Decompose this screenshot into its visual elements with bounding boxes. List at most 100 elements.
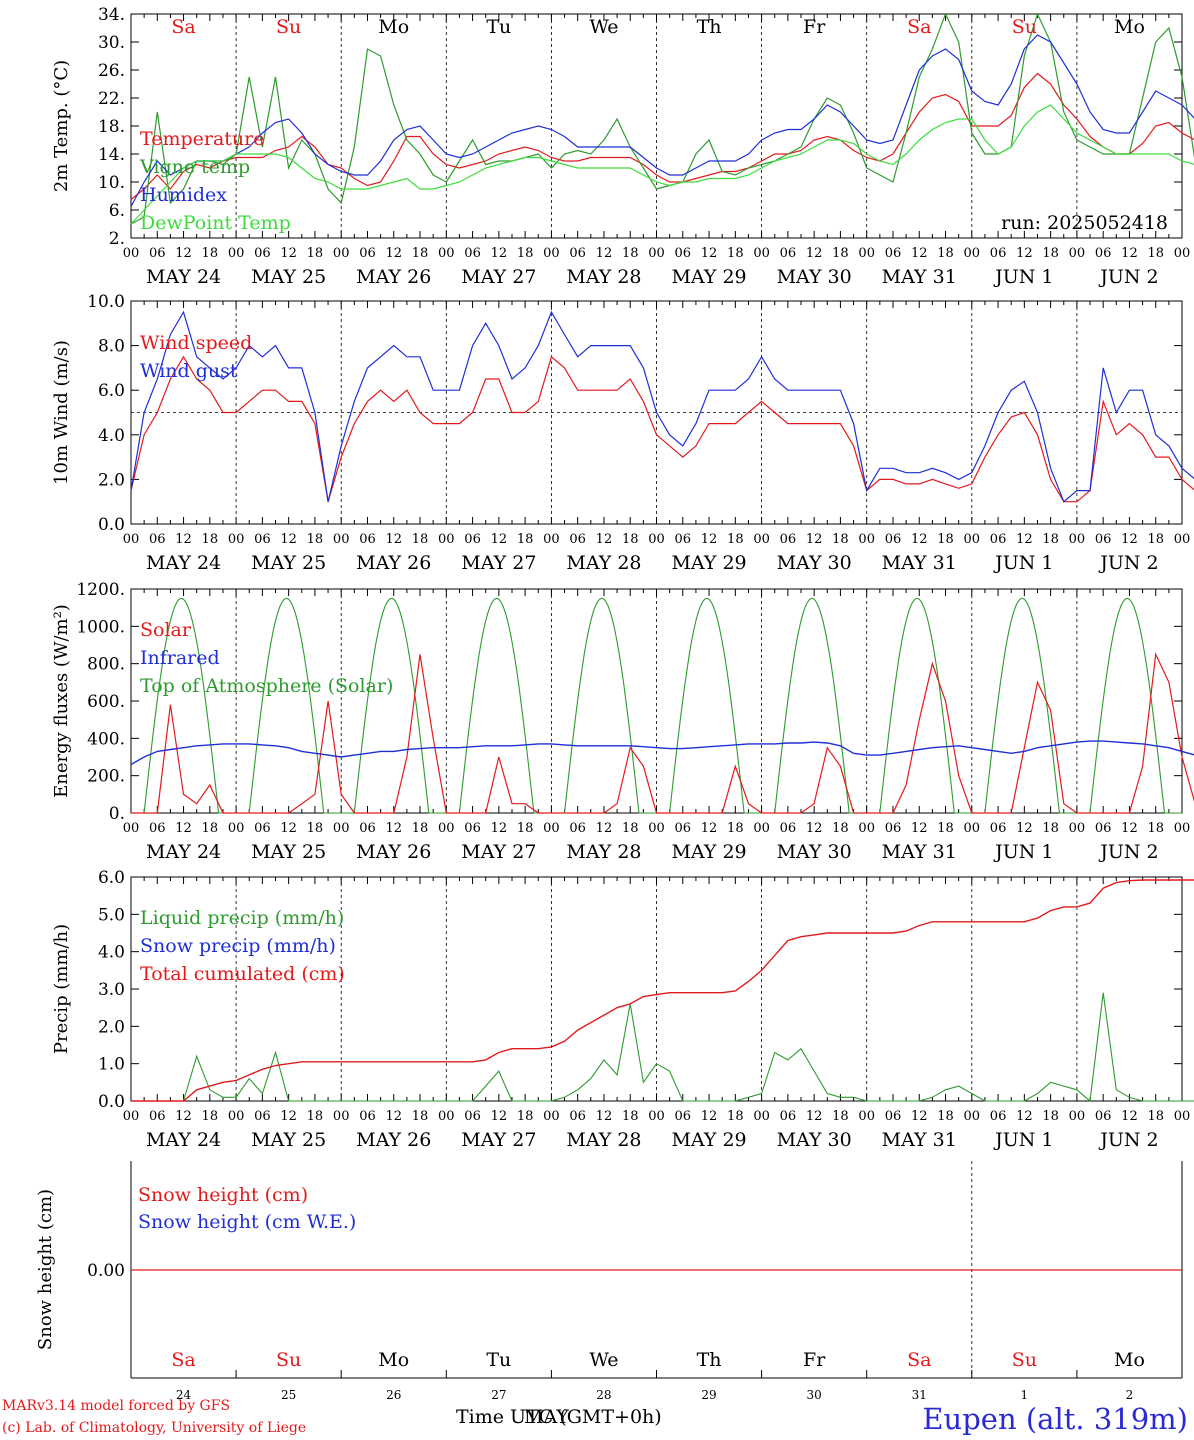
model-credit-line2: (c) Lab. of Climatology, University of L… — [2, 1420, 307, 1436]
x-date-label: MAY 26 — [356, 841, 431, 863]
x-hour-tick-label: 18 — [1147, 821, 1164, 836]
x-hour-tick-label: 00 — [648, 532, 665, 547]
x-hour-tick-label: 12 — [280, 1109, 297, 1124]
x-hour-tick-label: 00 — [1069, 821, 1086, 836]
wind-speed-line — [130, 355, 1194, 503]
legend-entry: Humidex — [140, 184, 227, 206]
x-hour-tick-label: 18 — [202, 246, 219, 261]
x-date-label: JUN 2 — [1098, 1129, 1158, 1151]
day-number-label: 25 — [281, 1388, 296, 1402]
x-hour-tick-label: 06 — [254, 246, 271, 261]
x-date-label: MAY 25 — [251, 1129, 326, 1151]
y-tick-label: 34. — [98, 5, 125, 25]
x-hour-tick-label: 18 — [727, 1109, 744, 1124]
x-hour-tick-label: 00 — [964, 532, 981, 547]
y-tick-label: 5.0 — [98, 905, 125, 925]
x-hour-tick-label: 18 — [307, 532, 324, 547]
y-tick-label: 6.0 — [98, 868, 125, 888]
x-hour-tick-label: 06 — [254, 821, 271, 836]
x-hour-tick-label: 12 — [1121, 1109, 1138, 1124]
x-hour-tick-label: 06 — [780, 532, 797, 547]
y-tick-label: 2.0 — [98, 1017, 125, 1037]
weekday-label: We — [589, 1349, 618, 1371]
x-hour-tick-label: 06 — [359, 821, 376, 836]
time-axis-label: Time UTC (GMT+0h) — [456, 1406, 662, 1428]
legend-entry: Total cumulated (cm) — [140, 963, 345, 985]
weekday-label: Th — [697, 16, 722, 38]
x-hour-tick-label: 18 — [517, 1109, 534, 1124]
x-date-label: MAY 29 — [671, 266, 746, 288]
x-date-label: MAY 27 — [461, 266, 536, 288]
y-tick-label: 3.0 — [98, 980, 125, 1000]
x-date-label: MAY 25 — [251, 841, 326, 863]
x-date-label: MAY 28 — [566, 1129, 641, 1151]
weekday-label: Mo — [378, 1349, 409, 1371]
y-tick-label: 0. — [109, 804, 125, 824]
y-tick-label: 6.0 — [98, 381, 125, 401]
day-number-label: 27 — [491, 1388, 506, 1402]
x-hour-tick-label: 18 — [832, 1109, 849, 1124]
y-axis-label: Energy fluxes (W/m²) — [51, 604, 72, 798]
x-hour-tick-label: 06 — [780, 1109, 797, 1124]
weekday-label: Tu — [486, 1349, 511, 1371]
x-hour-tick-label: 00 — [438, 821, 455, 836]
x-hour-tick-label: 06 — [780, 821, 797, 836]
x-date-label: MAY 26 — [356, 1129, 431, 1151]
y-tick-label: 10. — [98, 173, 125, 193]
x-hour-tick-label: 12 — [1016, 532, 1033, 547]
x-hour-tick-label: 00 — [964, 1109, 981, 1124]
x-hour-tick-label: 00 — [123, 532, 140, 547]
x-hour-tick-label: 12 — [1016, 1109, 1033, 1124]
x-hour-tick-label: 18 — [622, 821, 639, 836]
x-hour-tick-label: 18 — [832, 246, 849, 261]
weekday-label: Sa — [171, 1349, 195, 1371]
x-hour-tick-label: 00 — [1069, 246, 1086, 261]
y-axis-label: Snow height (cm) — [35, 1189, 56, 1350]
x-date-label: MAY 31 — [882, 552, 957, 574]
x-hour-tick-label: 12 — [1016, 246, 1033, 261]
x-date-label: JUN 1 — [993, 841, 1053, 863]
x-hour-tick-label: 12 — [911, 821, 928, 836]
y-tick-label: 400. — [87, 729, 125, 749]
x-hour-tick-label: 00 — [438, 246, 455, 261]
x-hour-tick-label: 12 — [491, 532, 508, 547]
x-hour-tick-label: 18 — [202, 821, 219, 836]
top-of-atmosphere-solar-line — [866, 597, 972, 814]
legend-entry: Solar — [140, 619, 192, 641]
y-tick-label: 2.0 — [98, 470, 125, 490]
x-hour-tick-label: 12 — [701, 1109, 718, 1124]
x-date-label: JUN 2 — [1098, 552, 1158, 574]
x-hour-tick-label: 18 — [412, 821, 429, 836]
legend-entry: Snow height (cm W.E.) — [138, 1211, 356, 1233]
x-hour-tick-label: 12 — [1121, 532, 1138, 547]
weekday-label: Sa — [907, 1349, 931, 1371]
x-hour-tick-label: 18 — [1042, 821, 1059, 836]
x-date-label: MAY 29 — [671, 1129, 746, 1151]
x-date-label: MAY 27 — [461, 1129, 536, 1151]
x-date-label: MAY 24 — [146, 552, 221, 574]
x-hour-tick-label: 06 — [149, 1109, 166, 1124]
x-date-label: JUN 1 — [993, 1129, 1053, 1151]
x-hour-tick-label: 12 — [596, 1109, 613, 1124]
top-of-atmosphere-solar-line — [761, 597, 867, 814]
x-hour-tick-label: 18 — [517, 532, 534, 547]
x-hour-tick-label: 06 — [990, 532, 1007, 547]
x-hour-tick-label: 00 — [543, 1109, 560, 1124]
top-of-atmosphere-solar-line — [551, 597, 657, 814]
x-hour-tick-label: 18 — [307, 821, 324, 836]
x-hour-tick-label: 18 — [412, 246, 429, 261]
x-hour-tick-label: 12 — [701, 821, 718, 836]
x-hour-tick-label: 12 — [175, 1109, 192, 1124]
x-hour-tick-label: 00 — [753, 532, 770, 547]
x-hour-tick-label: 00 — [858, 532, 875, 547]
y-tick-label: 8.0 — [98, 337, 125, 357]
dewpoint-temp-line — [130, 104, 1194, 225]
top-of-atmosphere-solar-line — [1076, 597, 1182, 814]
x-hour-tick-label: 06 — [885, 821, 902, 836]
weekday-label: Fr — [803, 1349, 826, 1371]
x-date-label: MAY 24 — [146, 266, 221, 288]
legend-entry: Wind speed — [140, 332, 252, 354]
x-hour-tick-label: 12 — [911, 532, 928, 547]
legend-entry: Snow height (cm) — [138, 1184, 308, 1206]
x-hour-tick-label: 00 — [1174, 821, 1191, 836]
